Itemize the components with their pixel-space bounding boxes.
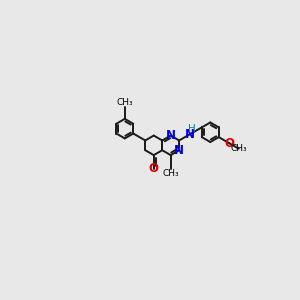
Text: CH₃: CH₃ (230, 144, 247, 153)
Text: N: N (185, 128, 195, 141)
Text: H: H (188, 124, 196, 134)
Text: CH₃: CH₃ (116, 98, 133, 106)
Text: CH₃: CH₃ (162, 169, 179, 178)
Text: N: N (174, 144, 184, 157)
Text: N: N (166, 129, 176, 142)
Text: O: O (224, 137, 234, 150)
Text: O: O (149, 163, 159, 176)
